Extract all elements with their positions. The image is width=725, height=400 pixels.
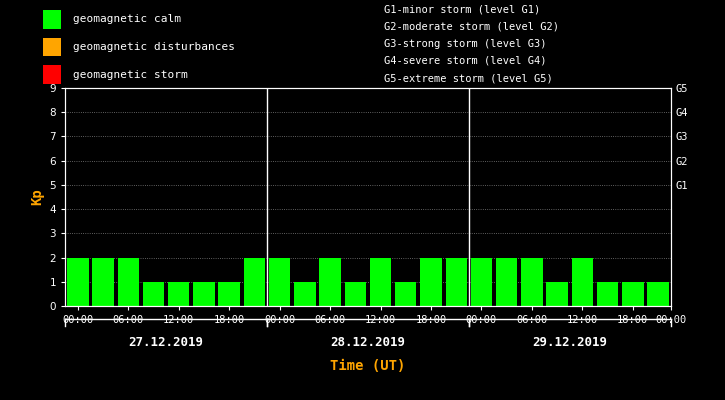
Bar (168, 282, 189, 306)
Bar (471, 258, 492, 306)
Text: geomagnetic storm: geomagnetic storm (73, 70, 188, 80)
Bar (521, 258, 542, 306)
Text: geomagnetic calm: geomagnetic calm (73, 14, 181, 24)
Bar (496, 258, 518, 306)
Text: 28.12.2019: 28.12.2019 (331, 336, 405, 350)
Bar (143, 282, 165, 306)
Text: G2-moderate storm (level G2): G2-moderate storm (level G2) (384, 22, 559, 32)
Bar (597, 282, 618, 306)
Bar (622, 282, 644, 306)
Text: G1-minor storm (level G1): G1-minor storm (level G1) (384, 4, 540, 14)
Bar (320, 258, 341, 306)
Bar (395, 282, 416, 306)
Text: Time (UT): Time (UT) (331, 359, 405, 373)
Bar (420, 258, 442, 306)
Text: G3-strong storm (level G3): G3-strong storm (level G3) (384, 39, 547, 49)
Bar (244, 258, 265, 306)
Bar (571, 258, 593, 306)
Bar (294, 282, 315, 306)
Bar (92, 258, 114, 306)
Bar (445, 258, 467, 306)
Text: G5-extreme storm (level G5): G5-extreme storm (level G5) (384, 73, 552, 83)
FancyBboxPatch shape (43, 38, 61, 56)
Bar (547, 282, 568, 306)
Bar (370, 258, 392, 306)
FancyBboxPatch shape (43, 65, 61, 84)
Bar (218, 282, 240, 306)
Text: geomagnetic disturbances: geomagnetic disturbances (73, 42, 236, 52)
Text: 27.12.2019: 27.12.2019 (128, 336, 204, 350)
Bar (269, 258, 291, 306)
Bar (67, 258, 88, 306)
Bar (344, 282, 366, 306)
Bar (117, 258, 139, 306)
FancyBboxPatch shape (43, 10, 61, 29)
Bar (647, 282, 668, 306)
Text: G4-severe storm (level G4): G4-severe storm (level G4) (384, 56, 547, 66)
Y-axis label: Kp: Kp (30, 189, 44, 205)
Text: 29.12.2019: 29.12.2019 (532, 336, 608, 350)
Bar (194, 282, 215, 306)
